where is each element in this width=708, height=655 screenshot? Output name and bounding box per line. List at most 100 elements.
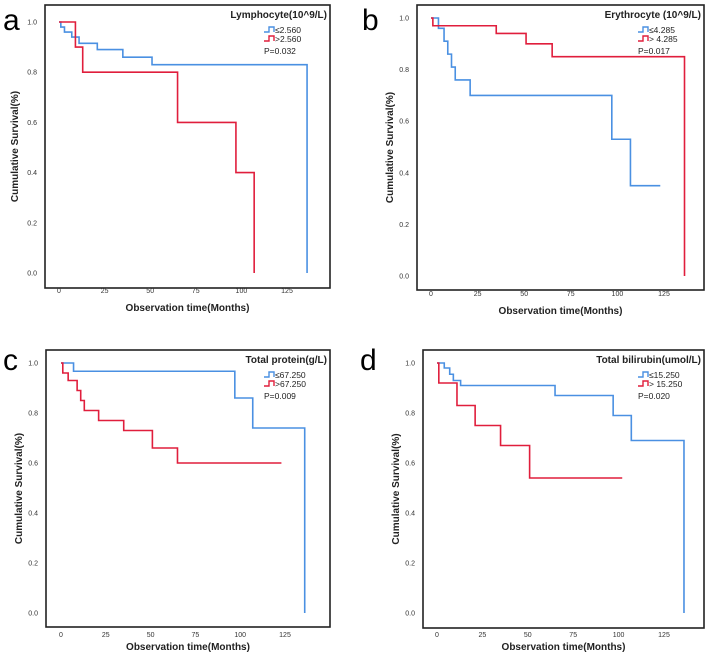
y-tick-label: 0.8	[399, 67, 409, 74]
p-value: P=0.017	[638, 46, 670, 56]
x-tick-label: 125	[279, 632, 291, 639]
p-value: P=0.032	[264, 46, 296, 56]
survival-curve-high	[437, 362, 623, 479]
x-tick-label: 50	[520, 291, 528, 298]
survival-curve-low	[437, 362, 685, 613]
x-tick-label: 125	[658, 632, 670, 639]
x-tick-label: 125	[281, 288, 293, 295]
x-axis-title: Observation time(Months)	[499, 306, 623, 317]
x-tick-label: 25	[479, 632, 487, 639]
y-tick-label: 0.2	[405, 561, 415, 568]
legend-label: ≤2.560	[275, 25, 301, 35]
y-tick-label: 0.6	[28, 461, 38, 468]
x-tick-label: 0	[57, 288, 61, 295]
panel-d: d 0.0 0.2 0.4 0.6 0.8 1.0 0 25 50 75 100 125 Observat…	[360, 344, 705, 653]
y-tick-label: 0.6	[405, 461, 415, 468]
x-tick-label: 100	[612, 291, 624, 298]
y-tick-label: 0.2	[399, 222, 409, 229]
x-tick-label: 50	[147, 632, 155, 639]
legend-title: Erythrocyte (10^9/L)	[605, 10, 701, 21]
x-tick-label: 100	[613, 632, 625, 639]
x-axis-title: Observation time(Months)	[126, 303, 250, 314]
y-tick-label: 0.6	[27, 120, 37, 127]
survival-curve-high	[61, 362, 282, 464]
y-tick-label: 1.0	[399, 16, 409, 23]
y-tick-label: 1.0	[27, 20, 37, 27]
x-tick-label: 75	[567, 291, 575, 298]
y-tick-label: 0.8	[405, 411, 415, 418]
legend-label: >2.560	[275, 34, 302, 44]
panel-c: c 0.0 0.2 0.4 0.6 0.8 1.0 0 25 50 75 100 125 Observat…	[3, 344, 331, 653]
legend-swatch-icon	[264, 26, 275, 33]
plot-frame	[44, 4, 331, 289]
panel-letter: d	[360, 344, 377, 377]
legend-swatch-icon	[264, 380, 275, 387]
legend-label: ≤67.250	[275, 370, 306, 380]
panel-letter: a	[3, 4, 20, 37]
y-tick-label: 1.0	[405, 361, 415, 368]
y-tick-label: 0.0	[27, 271, 37, 278]
legend-label: >67.250	[275, 379, 306, 389]
survival-curve-high	[59, 21, 255, 273]
survival-curve-high	[431, 17, 686, 276]
x-tick-label: 50	[524, 632, 532, 639]
legend-label: ≤4.285	[649, 25, 675, 35]
y-tick-label: 0.8	[28, 411, 38, 418]
y-tick-label: 0.4	[405, 511, 415, 518]
legend-swatch-icon	[638, 26, 649, 33]
panel-letter: b	[362, 4, 379, 37]
y-axis-title: Cumulative Survival(%)	[10, 91, 21, 202]
survival-curve-low	[61, 362, 306, 613]
legend-label: ≤15.250	[649, 370, 680, 380]
legend-swatch-icon	[264, 35, 275, 42]
plot-frame	[422, 349, 705, 629]
plot-frame	[416, 4, 705, 291]
legend-swatch-icon	[638, 35, 649, 42]
legend-swatch-icon	[264, 371, 275, 378]
x-tick-label: 25	[101, 288, 109, 295]
y-axis-title: Cumulative Survival(%)	[385, 92, 396, 203]
y-tick-label: 0.2	[27, 220, 37, 227]
y-axis-title: Cumulative Survival(%)	[391, 433, 402, 544]
y-tick-label: 1.0	[28, 361, 38, 368]
y-tick-label: 0.0	[28, 611, 38, 618]
survival-curve-low	[431, 17, 661, 187]
x-tick-label: 50	[146, 288, 154, 295]
x-tick-label: 0	[59, 632, 63, 639]
legend-label: > 4.285	[649, 34, 678, 44]
legend-swatch-icon	[638, 380, 649, 387]
x-tick-label: 25	[474, 291, 482, 298]
y-tick-label: 0.0	[405, 611, 415, 618]
y-tick-label: 0.8	[27, 70, 37, 77]
legend-title: Total bilirubin(umol/L)	[596, 355, 701, 366]
x-axis-title: Observation time(Months)	[126, 642, 250, 653]
legend-title: Total protein(g/L)	[246, 355, 327, 366]
y-tick-label: 0.4	[27, 170, 37, 177]
x-tick-label: 125	[658, 291, 670, 298]
y-tick-label: 0.4	[28, 511, 38, 518]
legend-label: > 15.250	[649, 379, 683, 389]
panel-b: b 0.0 0.2 0.4 0.6 0.8 1.0 0 25 50 75 100 125 Observat…	[362, 4, 705, 317]
panel-letter: c	[3, 344, 18, 377]
x-tick-label: 100	[236, 288, 248, 295]
survival-curve-low	[59, 21, 308, 273]
x-axis-title: Observation time(Months)	[502, 642, 626, 653]
x-tick-label: 75	[569, 632, 577, 639]
x-tick-label: 0	[435, 632, 439, 639]
y-tick-label: 0.0	[399, 274, 409, 281]
x-tick-label: 25	[102, 632, 110, 639]
plot-frame	[45, 349, 331, 628]
x-tick-label: 75	[192, 288, 200, 295]
p-value: P=0.020	[638, 391, 670, 401]
y-axis-title: Cumulative Survival(%)	[14, 433, 25, 544]
legend-swatch-icon	[638, 371, 649, 378]
y-tick-label: 0.6	[399, 119, 409, 126]
y-tick-label: 0.4	[399, 170, 409, 177]
y-tick-label: 0.2	[28, 561, 38, 568]
x-tick-label: 0	[429, 291, 433, 298]
legend-title: Lymphocyte(10^9/L)	[230, 10, 327, 21]
x-tick-label: 75	[192, 632, 200, 639]
x-tick-label: 100	[234, 632, 246, 639]
panel-a: a 0.0 0.2 0.4 0.6 0.8 1.0 0 25 50 75 100 125 Observat…	[3, 4, 331, 314]
